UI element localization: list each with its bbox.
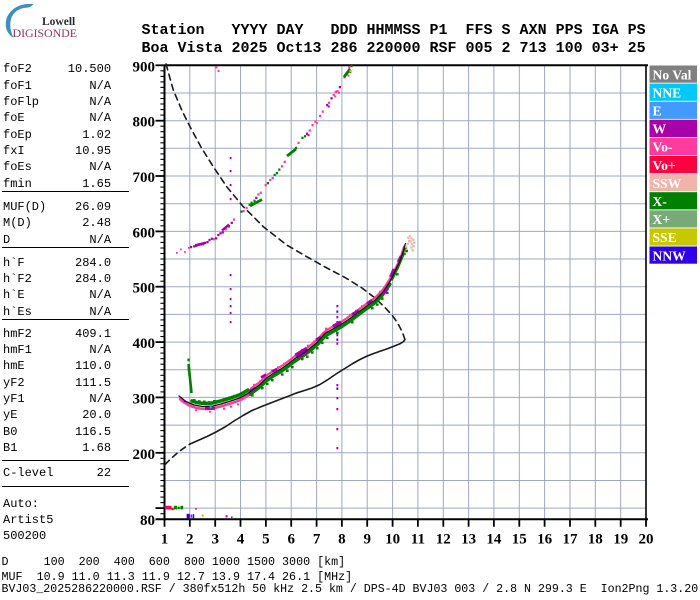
svg-text:17: 17 [563, 532, 579, 548]
svg-text:19: 19 [613, 532, 628, 548]
svg-text:7: 7 [313, 532, 321, 548]
svg-text:NNW: NNW [653, 248, 687, 263]
svg-text:6: 6 [287, 532, 295, 548]
svg-text:600: 600 [133, 225, 156, 241]
svg-text:8: 8 [338, 532, 346, 548]
svg-text:10: 10 [385, 532, 400, 548]
svg-text:2: 2 [186, 532, 194, 548]
svg-text:W: W [653, 122, 667, 137]
svg-text:9: 9 [363, 532, 371, 548]
svg-text:X-: X- [653, 194, 668, 209]
svg-text:4: 4 [237, 532, 245, 548]
svg-text:Vo-: Vo- [653, 140, 673, 155]
svg-text:3: 3 [211, 532, 219, 548]
svg-text:14: 14 [486, 532, 502, 548]
svg-text:700: 700 [133, 170, 156, 186]
svg-text:80: 80 [140, 513, 155, 529]
svg-text:NNE: NNE [653, 85, 682, 100]
svg-text:20: 20 [639, 532, 654, 548]
svg-text:800: 800 [133, 115, 156, 131]
svg-text:15: 15 [512, 532, 527, 548]
svg-text:X+: X+ [653, 212, 671, 227]
svg-text:900: 900 [133, 59, 156, 75]
svg-text:18: 18 [588, 532, 603, 548]
svg-text:SSW: SSW [653, 176, 682, 191]
svg-text:1: 1 [161, 532, 169, 548]
svg-text:5: 5 [262, 532, 270, 548]
svg-text:No Val: No Val [653, 67, 692, 82]
svg-text:12: 12 [436, 532, 451, 548]
svg-text:SSE: SSE [653, 230, 677, 245]
svg-text:E: E [653, 104, 662, 119]
svg-text:300: 300 [133, 391, 156, 407]
svg-text:16: 16 [537, 532, 553, 548]
svg-text:13: 13 [461, 532, 476, 548]
svg-text:11: 11 [411, 532, 425, 548]
svg-text:Vo+: Vo+ [653, 158, 676, 173]
svg-text:400: 400 [133, 336, 156, 352]
svg-text:500: 500 [133, 281, 156, 297]
svg-text:200: 200 [133, 447, 156, 463]
